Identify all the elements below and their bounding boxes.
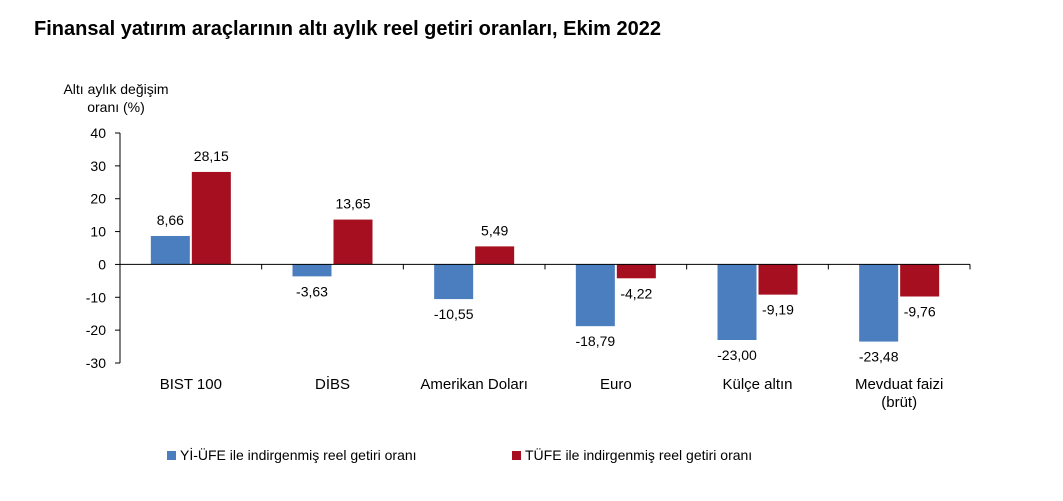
data-label: -23,00: [717, 347, 757, 363]
bar-yiufe: [150, 235, 190, 265]
y-tick-label: 0: [98, 256, 106, 272]
data-label: -10,55: [434, 306, 474, 322]
bar-tufe: [475, 246, 515, 265]
legend-label: Yİ-ÜFE ile indirgenmiş reel getiri oranı: [180, 446, 417, 463]
data-label: 13,65: [335, 196, 370, 212]
y-tick-label: -10: [86, 289, 106, 305]
bar-yiufe: [717, 264, 757, 340]
bar-tufe: [333, 219, 373, 265]
bar-tufe: [191, 171, 231, 265]
legend-swatch: [167, 451, 176, 460]
chart-title: Finansal yatırım araçlarının altı aylık …: [34, 18, 661, 40]
data-label: -3,63: [296, 283, 328, 299]
y-tick-label: 20: [90, 191, 106, 207]
data-label: -9,76: [904, 303, 936, 319]
legend-label: TÜFE ile indirgenmiş reel getiri oranı: [525, 446, 752, 463]
y-tick-label: -30: [86, 355, 106, 371]
x-tick-label: (brüt): [881, 394, 917, 411]
x-tick-label: Amerikan Doları: [420, 376, 528, 393]
y-axis-label-line: oranı (%): [87, 99, 145, 115]
bar-tufe: [900, 264, 940, 297]
data-label: 5,49: [481, 222, 508, 238]
data-label: -4,22: [620, 285, 652, 301]
data-label: -18,79: [575, 333, 615, 349]
x-axis: BIST 100 DİBS Amerikan Doları Euro Külçe alt…: [119, 263, 971, 411]
legend-swatch: [512, 451, 521, 460]
data-label: -9,19: [762, 302, 794, 318]
y-tick-label: 30: [90, 158, 106, 174]
bar-yiufe: [859, 264, 899, 342]
legend: Yİ-ÜFE ile indirgenmiş reel getiri oranı…: [167, 446, 752, 463]
data-label: 8,66: [157, 212, 184, 228]
y-tick-label: 10: [90, 224, 106, 240]
y-axis-label-line: Altı aylık değişim: [63, 81, 168, 97]
bars: 8,66 -3,63 -10,55 -18,79 -23,00 -23,48 28,15 13…: [150, 148, 940, 365]
y-tick-label: 40: [90, 125, 106, 141]
x-tick-label: DİBS: [315, 375, 350, 393]
x-tick-label: BIST 100: [160, 376, 222, 393]
bar-tufe: [616, 264, 656, 279]
x-tick-label: Mevduat faizi: [855, 376, 943, 393]
y-axis: 40 30 20 10 0 -10 -20 -30: [86, 125, 121, 371]
x-tick-label: Külçe altın: [722, 376, 792, 393]
y-axis-label: Altı aylık değişim oranı (%): [63, 81, 168, 115]
data-label: -23,48: [859, 349, 899, 365]
bar-yiufe: [434, 264, 474, 300]
data-label: 28,15: [194, 148, 229, 164]
bar-yiufe: [292, 264, 332, 277]
x-tick-label: Euro: [600, 376, 632, 393]
y-tick-label: -20: [86, 322, 106, 338]
bar-yiufe: [575, 264, 615, 327]
bar-tufe: [758, 264, 798, 295]
